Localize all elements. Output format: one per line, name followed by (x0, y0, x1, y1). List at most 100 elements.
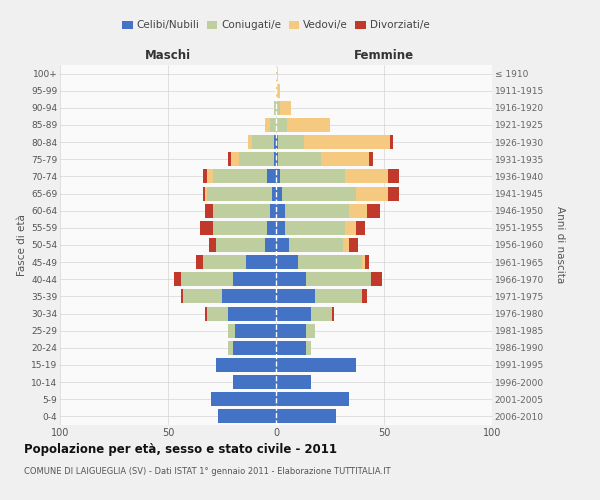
Bar (252, 135, 274, 149)
Bar (222, 290, 276, 304)
Bar (230, 152, 239, 166)
Bar (229, 324, 235, 338)
Bar (205, 186, 207, 200)
Bar (274, 135, 276, 149)
Bar (276, 221, 284, 235)
Bar (276, 135, 278, 149)
Bar (215, 358, 276, 372)
Bar (349, 238, 358, 252)
Bar (311, 306, 332, 320)
Bar (265, 238, 276, 252)
Bar (229, 306, 276, 320)
Bar (280, 170, 345, 183)
Bar (356, 186, 388, 200)
Bar (276, 118, 287, 132)
Bar (322, 152, 369, 166)
Bar (205, 306, 207, 320)
Bar (343, 238, 349, 252)
Legend: Celibi/Nubili, Coniugati/e, Vedovi/e, Divorziati/e: Celibi/Nubili, Coniugati/e, Vedovi/e, Di… (118, 16, 434, 34)
Text: Maschi: Maschi (145, 48, 191, 62)
Bar (272, 186, 276, 200)
Bar (211, 392, 276, 406)
Bar (356, 221, 365, 235)
Bar (269, 204, 276, 218)
Bar (229, 341, 233, 355)
Bar (207, 306, 229, 320)
Bar (388, 186, 399, 200)
Bar (345, 170, 388, 183)
Bar (304, 135, 391, 149)
Bar (233, 375, 276, 389)
Bar (284, 204, 349, 218)
Bar (214, 221, 268, 235)
Bar (175, 272, 181, 286)
Bar (388, 170, 399, 183)
Bar (205, 204, 214, 218)
Bar (349, 204, 367, 218)
Bar (181, 272, 233, 286)
Bar (203, 255, 246, 269)
Bar (276, 152, 278, 166)
Text: Femmine: Femmine (354, 48, 414, 62)
Bar (287, 118, 330, 132)
Bar (283, 186, 356, 200)
Bar (365, 255, 369, 269)
Bar (371, 272, 382, 286)
Bar (181, 290, 183, 304)
Bar (268, 170, 276, 183)
Bar (276, 170, 280, 183)
Bar (276, 272, 306, 286)
Bar (268, 221, 276, 235)
Bar (306, 324, 315, 338)
Bar (203, 186, 205, 200)
Bar (276, 186, 283, 200)
Bar (276, 84, 280, 98)
Text: COMUNE DI LAIGUEGLIA (SV) - Dati ISTAT 1° gennaio 2011 - Elaborazione TUTTITALIA: COMUNE DI LAIGUEGLIA (SV) - Dati ISTAT 1… (24, 468, 391, 476)
Bar (183, 290, 222, 304)
Bar (207, 186, 272, 200)
Bar (209, 238, 215, 252)
Bar (274, 101, 276, 115)
Bar (276, 290, 315, 304)
Bar (207, 170, 214, 183)
Bar (276, 306, 311, 320)
Bar (229, 152, 230, 166)
Bar (362, 255, 365, 269)
Bar (276, 410, 337, 424)
Bar (233, 341, 276, 355)
Bar (218, 410, 276, 424)
Bar (276, 358, 356, 372)
Bar (203, 170, 207, 183)
Bar (214, 170, 268, 183)
Bar (367, 204, 380, 218)
Bar (235, 324, 276, 338)
Bar (276, 238, 289, 252)
Bar (278, 152, 322, 166)
Bar (200, 221, 214, 235)
Bar (369, 152, 373, 166)
Bar (276, 375, 311, 389)
Bar (276, 204, 284, 218)
Bar (196, 255, 203, 269)
Bar (306, 272, 371, 286)
Bar (276, 392, 349, 406)
Bar (306, 341, 311, 355)
Bar (276, 66, 278, 80)
Bar (233, 272, 276, 286)
Bar (239, 152, 274, 166)
Bar (315, 290, 362, 304)
Bar (276, 101, 280, 115)
Bar (278, 135, 304, 149)
Bar (276, 324, 306, 338)
Bar (246, 255, 276, 269)
Bar (265, 118, 269, 132)
Bar (362, 290, 367, 304)
Bar (391, 135, 392, 149)
Y-axis label: Fasce di età: Fasce di età (17, 214, 27, 276)
Bar (248, 135, 252, 149)
Text: Popolazione per età, sesso e stato civile - 2011: Popolazione per età, sesso e stato civil… (24, 442, 337, 456)
Bar (280, 101, 291, 115)
Bar (289, 238, 343, 252)
Bar (269, 118, 276, 132)
Bar (276, 255, 298, 269)
